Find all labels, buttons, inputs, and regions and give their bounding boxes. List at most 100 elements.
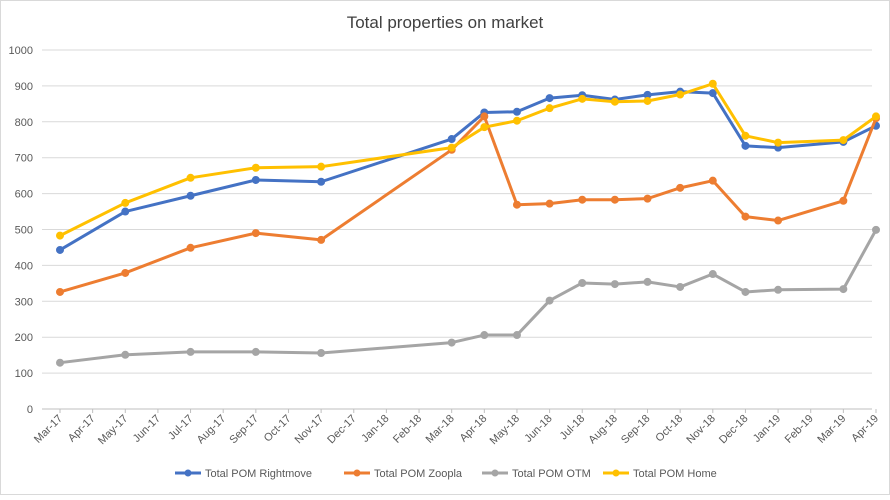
- data-point: [317, 162, 326, 171]
- data-point: [251, 163, 260, 172]
- data-point: [774, 216, 783, 225]
- series-line: [58, 228, 878, 365]
- legend-label: Total POM OTM: [512, 468, 591, 480]
- data-point: [676, 282, 685, 291]
- data-point: [447, 338, 456, 347]
- data-point: [741, 287, 750, 296]
- data-point: [708, 89, 717, 98]
- legend-swatch-marker: [612, 469, 620, 477]
- data-point: [121, 268, 130, 277]
- data-point: [872, 112, 880, 121]
- data-point: [512, 200, 521, 209]
- data-point: [121, 350, 130, 359]
- y-tick-label: 0: [27, 404, 33, 416]
- data-point: [480, 112, 489, 121]
- data-point: [512, 331, 521, 340]
- data-point: [610, 195, 619, 204]
- series-line: [58, 90, 878, 252]
- data-point: [186, 173, 195, 182]
- data-point: [56, 287, 64, 296]
- data-point: [708, 176, 717, 185]
- legend-label: Total POM Zoopla: [374, 468, 463, 480]
- legend-item: Total POM Zoopla: [344, 468, 463, 480]
- data-point: [676, 90, 685, 99]
- data-point: [643, 194, 652, 203]
- data-point: [708, 270, 717, 279]
- data-point: [186, 191, 195, 200]
- data-point: [578, 278, 587, 287]
- legend-item: Total POM OTM: [482, 468, 591, 480]
- data-point: [676, 183, 685, 192]
- series-2: [56, 225, 880, 367]
- data-point: [545, 94, 554, 103]
- legend-item: Total POM Home: [603, 468, 717, 480]
- y-tick-label: 600: [15, 189, 33, 201]
- data-point: [480, 331, 489, 340]
- data-point: [545, 104, 554, 113]
- data-point: [610, 280, 619, 289]
- data-point: [56, 358, 64, 367]
- data-point: [774, 285, 783, 294]
- y-tick-label: 800: [15, 117, 33, 129]
- y-axis: 0 100 200 300 400 500 600 700 800 900 1000: [9, 45, 872, 416]
- data-point: [545, 296, 554, 305]
- y-tick-label: 1000: [9, 45, 33, 57]
- data-point: [741, 131, 750, 140]
- data-point: [578, 94, 587, 103]
- chart-title: Total properties on market: [347, 13, 544, 32]
- data-point: [774, 138, 783, 147]
- y-tick-label: 200: [15, 332, 33, 344]
- data-point: [186, 243, 195, 252]
- data-point: [121, 207, 130, 216]
- data-point: [251, 229, 260, 238]
- data-point: [447, 143, 456, 152]
- data-point: [741, 141, 750, 150]
- legend-item: Total POM Rightmove: [175, 468, 312, 480]
- data-point: [317, 235, 326, 244]
- data-point: [839, 136, 848, 145]
- legend: Total POM Rightmove Total POM Zoopla Total…: [175, 468, 717, 480]
- data-point: [643, 277, 652, 286]
- legend-label: Total POM Rightmove: [205, 468, 312, 480]
- data-point: [447, 135, 456, 144]
- series-0: [56, 87, 880, 254]
- data-point: [512, 107, 521, 116]
- data-point: [643, 96, 652, 105]
- data-point: [56, 231, 64, 240]
- data-point: [317, 348, 326, 357]
- data-point: [317, 177, 326, 186]
- legend-swatch-marker: [491, 469, 499, 477]
- data-point: [578, 195, 587, 204]
- series-line: [58, 82, 878, 238]
- data-point: [741, 212, 750, 221]
- data-point: [545, 199, 554, 208]
- legend-label: Total POM Home: [633, 468, 717, 480]
- legend-swatch-marker: [184, 469, 192, 477]
- data-point: [512, 116, 521, 125]
- data-point: [480, 123, 489, 132]
- data-point: [839, 196, 848, 205]
- data-point: [708, 79, 717, 88]
- data-point: [251, 347, 260, 356]
- data-point: [872, 225, 880, 234]
- data-point: [121, 198, 130, 207]
- series-3: [56, 79, 880, 240]
- data-point: [839, 285, 848, 294]
- data-point: [56, 245, 64, 254]
- y-tick-label: 400: [15, 260, 33, 272]
- data-point: [610, 97, 619, 106]
- y-tick-label: 700: [15, 153, 33, 165]
- data-point: [186, 347, 195, 356]
- legend-swatch-marker: [353, 469, 361, 477]
- y-tick-label: 900: [15, 81, 33, 93]
- gridlines: [42, 49, 872, 374]
- y-tick-label: 100: [15, 368, 33, 380]
- data-point: [251, 175, 260, 184]
- series-line: [58, 114, 878, 294]
- y-tick-label: 300: [15, 296, 33, 308]
- y-tick-label: 500: [15, 225, 33, 237]
- series-group: [56, 79, 880, 367]
